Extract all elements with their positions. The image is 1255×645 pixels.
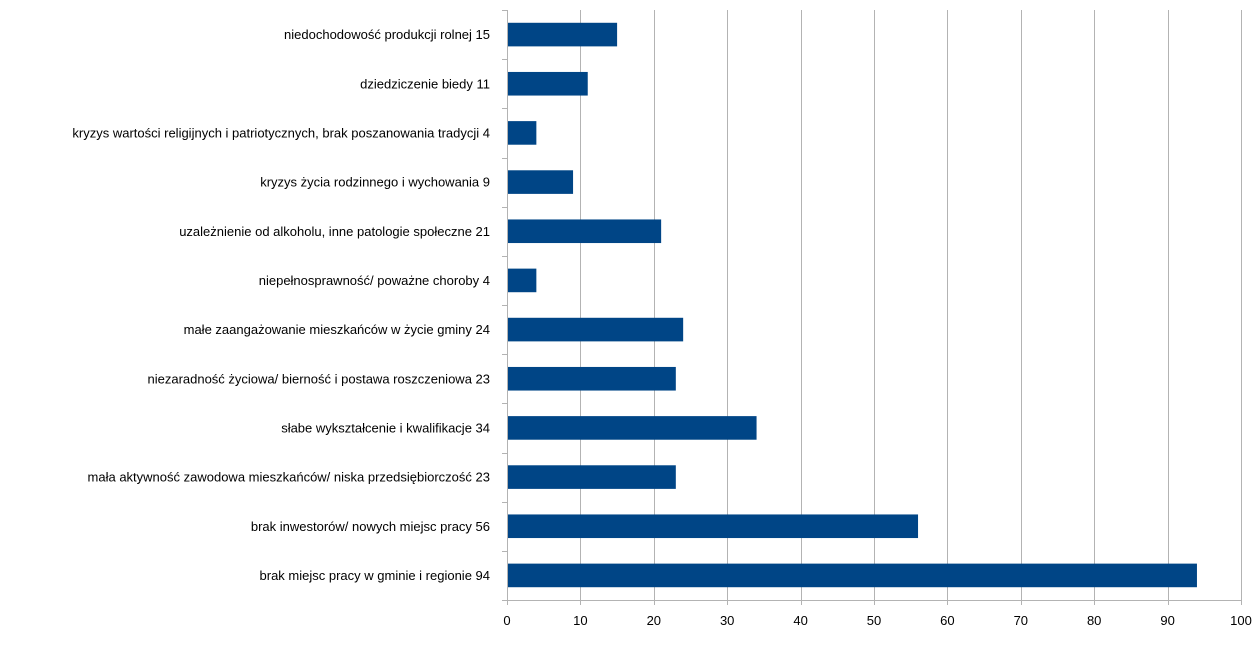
- category-label: brak miejsc pracy w gminie i regionie 94: [260, 568, 490, 583]
- x-tick-label: 40: [793, 613, 807, 628]
- bar: [507, 416, 757, 440]
- x-tick-label: 50: [867, 613, 881, 628]
- category-label: kryzys życia rodzinnego i wychowania 9: [260, 175, 490, 190]
- x-tick-label: 10: [573, 613, 587, 628]
- bar: [507, 22, 618, 47]
- category-label: brak inwestorów/ nowych miejsc pracy 56: [251, 519, 490, 534]
- category-label: dziedziczenie biedy 11: [360, 76, 490, 91]
- category-label: niepełnosprawność/ poważne choroby 4: [259, 273, 490, 288]
- category-label: uzależnienie od alkoholu, inne patologie…: [179, 224, 490, 239]
- x-tick-label: 20: [647, 613, 661, 628]
- bar: [507, 514, 919, 539]
- category-label: niedochodowość produkcji rolnej 15: [284, 27, 490, 42]
- bar: [507, 317, 684, 342]
- x-tick-label: 30: [720, 613, 734, 628]
- bar: [507, 219, 662, 244]
- bar: [507, 366, 676, 391]
- x-tick-label: 60: [940, 613, 954, 628]
- bar: [507, 170, 574, 194]
- category-label: mała aktywność zawodowa mieszkańców/ nis…: [88, 470, 490, 485]
- x-tick-label: 70: [1014, 613, 1028, 628]
- category-label: kryzys wartości religijnych i patriotycz…: [72, 125, 490, 140]
- x-tick-label: 0: [503, 613, 510, 628]
- bar: [507, 465, 676, 489]
- bar: [507, 121, 537, 145]
- category-label: słabe wykształcenie i kwalifikacje 34: [281, 420, 490, 435]
- bar: [507, 268, 537, 293]
- bars: [507, 22, 1197, 588]
- x-tick-label: 80: [1087, 613, 1101, 628]
- category-label: małe zaangażowanie mieszkańców w życie g…: [184, 322, 490, 337]
- category-label: niezaradność życiowa/ bierność i postawa…: [147, 371, 490, 386]
- x-tick-labels: 0 10 20 30 40 50 60 70 80 90 100: [503, 613, 1251, 628]
- grid-lines: [580, 10, 1242, 600]
- x-tick-label: 90: [1160, 613, 1174, 628]
- axes: [502, 10, 1242, 605]
- bar: [507, 563, 1197, 588]
- bar: [507, 71, 588, 96]
- x-tick-label: 100: [1230, 613, 1252, 628]
- category-labels: niedochodowość produkcji rolnej 15 dziedz…: [72, 27, 490, 583]
